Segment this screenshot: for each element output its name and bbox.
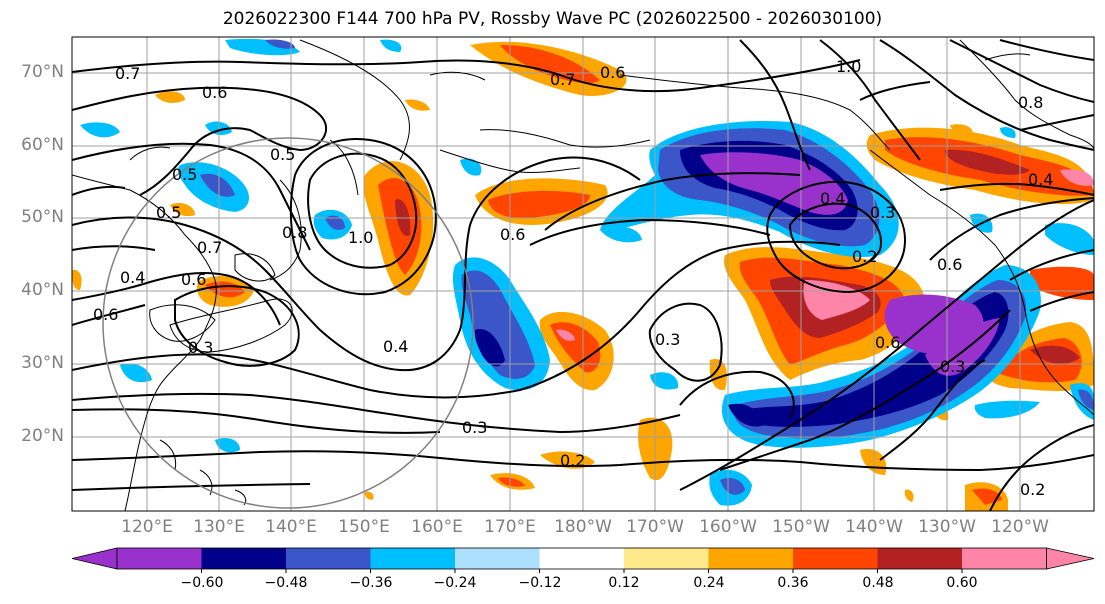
- lon-label-160w: 160°W: [699, 517, 757, 537]
- colorbar-segment: [624, 548, 709, 569]
- colorbar-tick-label: 0.12: [608, 575, 640, 591]
- contour-label: 0.4: [120, 268, 145, 287]
- contour-label: 0.6: [937, 255, 962, 274]
- colorbar-tick-label: 0.36: [777, 575, 809, 591]
- lon-label-130e: 130°E: [193, 517, 245, 537]
- lat-label-70n: 70°N: [21, 62, 64, 82]
- colorbar-outline: [116, 547, 1047, 570]
- contour-label: 0.3: [870, 203, 895, 222]
- colorbar-tick-label: 0.48: [862, 575, 894, 591]
- positive-anomaly-patches: [72, 41, 1094, 511]
- contour-label: 0.6: [181, 270, 206, 289]
- pv-contours: [72, 39, 1094, 511]
- colorbar-segment: [117, 548, 202, 569]
- pv-anomaly-shading: [72, 38, 1094, 511]
- contour-label: 0.3: [655, 330, 680, 349]
- lat-label-40n: 40°N: [21, 280, 64, 300]
- lon-label-120w: 120°W: [991, 517, 1049, 537]
- contour-label: 0.7: [197, 238, 222, 257]
- map-title: 2026022300 F144 700 hPa PV, Rossby Wave …: [222, 9, 883, 29]
- reference-circle: [102, 137, 474, 509]
- map-frame: [71, 36, 1095, 512]
- colorbar-tick-label: −0.60: [180, 575, 224, 591]
- colorbar-min-extend: [71, 547, 118, 570]
- contour-label: 0.3: [940, 357, 965, 376]
- contour-label: 0.2: [1020, 480, 1045, 499]
- contour-label: 0.5: [172, 165, 197, 184]
- colorbar-segment: [793, 548, 878, 569]
- colorbar-tick-label: 0.60: [946, 575, 978, 591]
- lat-label-60n: 60°N: [21, 135, 64, 155]
- colorbar-segment: [201, 548, 286, 569]
- contour-label: 0.3: [462, 418, 487, 437]
- lon-label-140e: 140°E: [265, 517, 317, 537]
- colorbar-segment: [455, 548, 540, 569]
- contour-labels: 0.70.60.50.8 1.00.50.60.70.50.40.30.20.60…: [93, 57, 1053, 499]
- colorbar-tick-label: −0.36: [349, 575, 393, 591]
- colorbar-segment: [286, 548, 371, 569]
- contour-label: 0.4: [383, 337, 408, 356]
- colorbar-segment: [877, 548, 962, 569]
- lon-label-150w: 150°W: [772, 517, 830, 537]
- lon-label-170w: 170°W: [626, 517, 684, 537]
- colorbar-segment: [708, 548, 793, 569]
- lon-label-150e: 150°E: [338, 517, 390, 537]
- lon-label-160e: 160°E: [411, 517, 463, 537]
- lon-label-130w: 130°W: [918, 517, 976, 537]
- contour-label: 0.6: [500, 225, 525, 244]
- lat-label-30n: 30°N: [21, 353, 64, 373]
- colorbar-segment: [370, 548, 455, 569]
- negative-anomaly-patches: [80, 38, 1094, 506]
- contour-label: 0.7: [115, 64, 140, 83]
- contour-label: 0.5: [156, 203, 181, 222]
- contour-label: 0.8: [1018, 93, 1043, 112]
- colorbar-tick-label: −0.24: [433, 575, 477, 591]
- lon-label-140w: 140°W: [845, 517, 903, 537]
- contour-label: 0.3: [188, 338, 213, 357]
- contour-label: 0.2: [852, 247, 877, 266]
- contour-label: 0.4: [820, 189, 845, 208]
- colorbar-tick-label: −0.12: [518, 575, 562, 591]
- contour-label: 1.0: [348, 228, 373, 247]
- colorbar-segment: [962, 548, 1047, 569]
- lat-label-50n: 50°N: [21, 207, 64, 227]
- lon-label-180w: 180°W: [554, 517, 612, 537]
- colorbar-tick-label: 0.24: [693, 575, 725, 591]
- lon-label-170e: 170°E: [484, 517, 536, 537]
- colorbar-max-extend: [1046, 547, 1095, 570]
- contour-label: 0.6: [93, 305, 118, 324]
- contour-label: 0.5: [270, 145, 295, 164]
- contour-label: 0.4: [1028, 170, 1053, 189]
- contour-label: 0.6: [600, 63, 625, 82]
- contour-label: 1.0: [836, 57, 861, 76]
- lat-label-20n: 20°N: [21, 426, 64, 446]
- contour-label: 0.6: [202, 83, 227, 102]
- contour-label: 0.2: [560, 451, 585, 470]
- contour-label: 0.7: [550, 70, 575, 89]
- colorbar-tick-label: −0.48: [264, 575, 308, 591]
- contour-label: 0.6: [875, 333, 900, 352]
- colorbar: [71, 547, 1095, 573]
- lon-label-120e: 120°E: [121, 517, 173, 537]
- contour-label: 0.8: [282, 223, 307, 242]
- colorbar-segment: [539, 548, 624, 569]
